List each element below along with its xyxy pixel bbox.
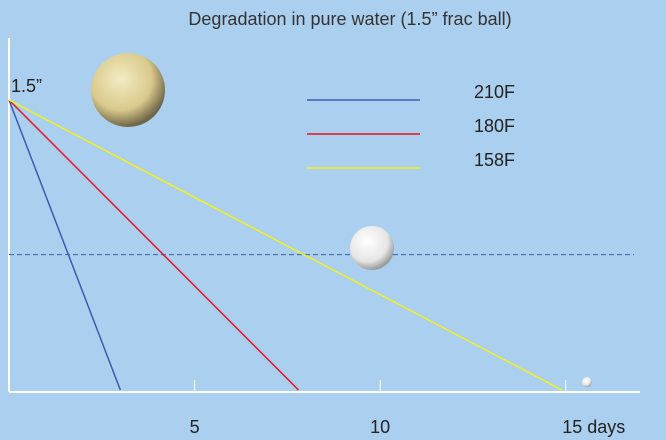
small-ball-icon <box>582 377 592 387</box>
data-line <box>8 99 122 391</box>
legend-label: 210F <box>474 82 515 102</box>
x-tick-label: 10 <box>370 417 390 437</box>
legend-label: 158F <box>474 150 515 170</box>
plot-area: 5 10 15 days 1.5” 210F 180F 158F <box>8 38 640 437</box>
x-tick-label: 15 days <box>562 417 625 437</box>
x-tick-label: 5 <box>190 417 200 437</box>
legend-label: 180F <box>474 116 515 136</box>
large-ball-icon <box>91 53 165 127</box>
y-tick-label: 1.5” <box>11 76 42 96</box>
data-line <box>8 99 300 391</box>
medium-ball-icon <box>350 226 394 270</box>
data-line <box>8 99 563 391</box>
chart-title: Degradation in pure water (1.5” frac bal… <box>188 9 511 29</box>
